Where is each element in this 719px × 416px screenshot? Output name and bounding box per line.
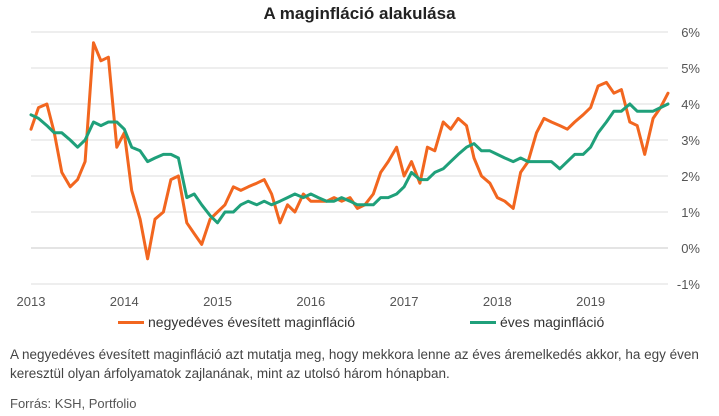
y-tick-label: 6%: [681, 25, 700, 40]
chart-note: A negyedéves évesített maginfláció azt m…: [10, 347, 699, 381]
line-chart: -1% 0% 1% 2% 3% 4% 5% 6% 2013 2014 2015 2016 2017 201…: [17, 25, 701, 309]
y-tick-label: 2%: [681, 169, 700, 184]
x-tick-label: 2013: [17, 294, 46, 309]
y-tick-label: 3%: [681, 133, 700, 148]
legend-label-quarterly: negyedéves évesített maginfláció: [148, 314, 356, 330]
y-tick-label: 1%: [681, 205, 700, 220]
chart-title: A maginfláció alakulása: [263, 4, 456, 23]
y-tick-label: 5%: [681, 61, 700, 76]
y-tick-label: 4%: [681, 97, 700, 112]
legend-label-annual: éves maginfláció: [500, 314, 605, 330]
x-tick-label: 2014: [110, 294, 139, 309]
y-tick-label: 0%: [681, 241, 700, 256]
x-tick-label: 2017: [390, 294, 419, 309]
x-tick-label: 2019: [576, 294, 605, 309]
legend-swatch-annual: [470, 320, 496, 324]
legend-item-annual: éves maginfláció: [470, 314, 604, 330]
x-tick-label: 2015: [203, 294, 232, 309]
chart-source: Forrás: KSH, Portfolio: [10, 396, 137, 411]
x-tick-label: 2018: [483, 294, 512, 309]
legend-item-quarterly: negyedéves évesített maginfláció: [118, 314, 355, 330]
legend-swatch-quarterly: [118, 320, 144, 324]
y-tick-label: -1%: [677, 277, 701, 292]
series-line-annual: [29, 102, 670, 225]
series-line-quarterly: [29, 41, 670, 261]
legend: negyedéves évesített maginfláció éves ma…: [0, 314, 719, 334]
x-tick-label: 2016: [296, 294, 325, 309]
